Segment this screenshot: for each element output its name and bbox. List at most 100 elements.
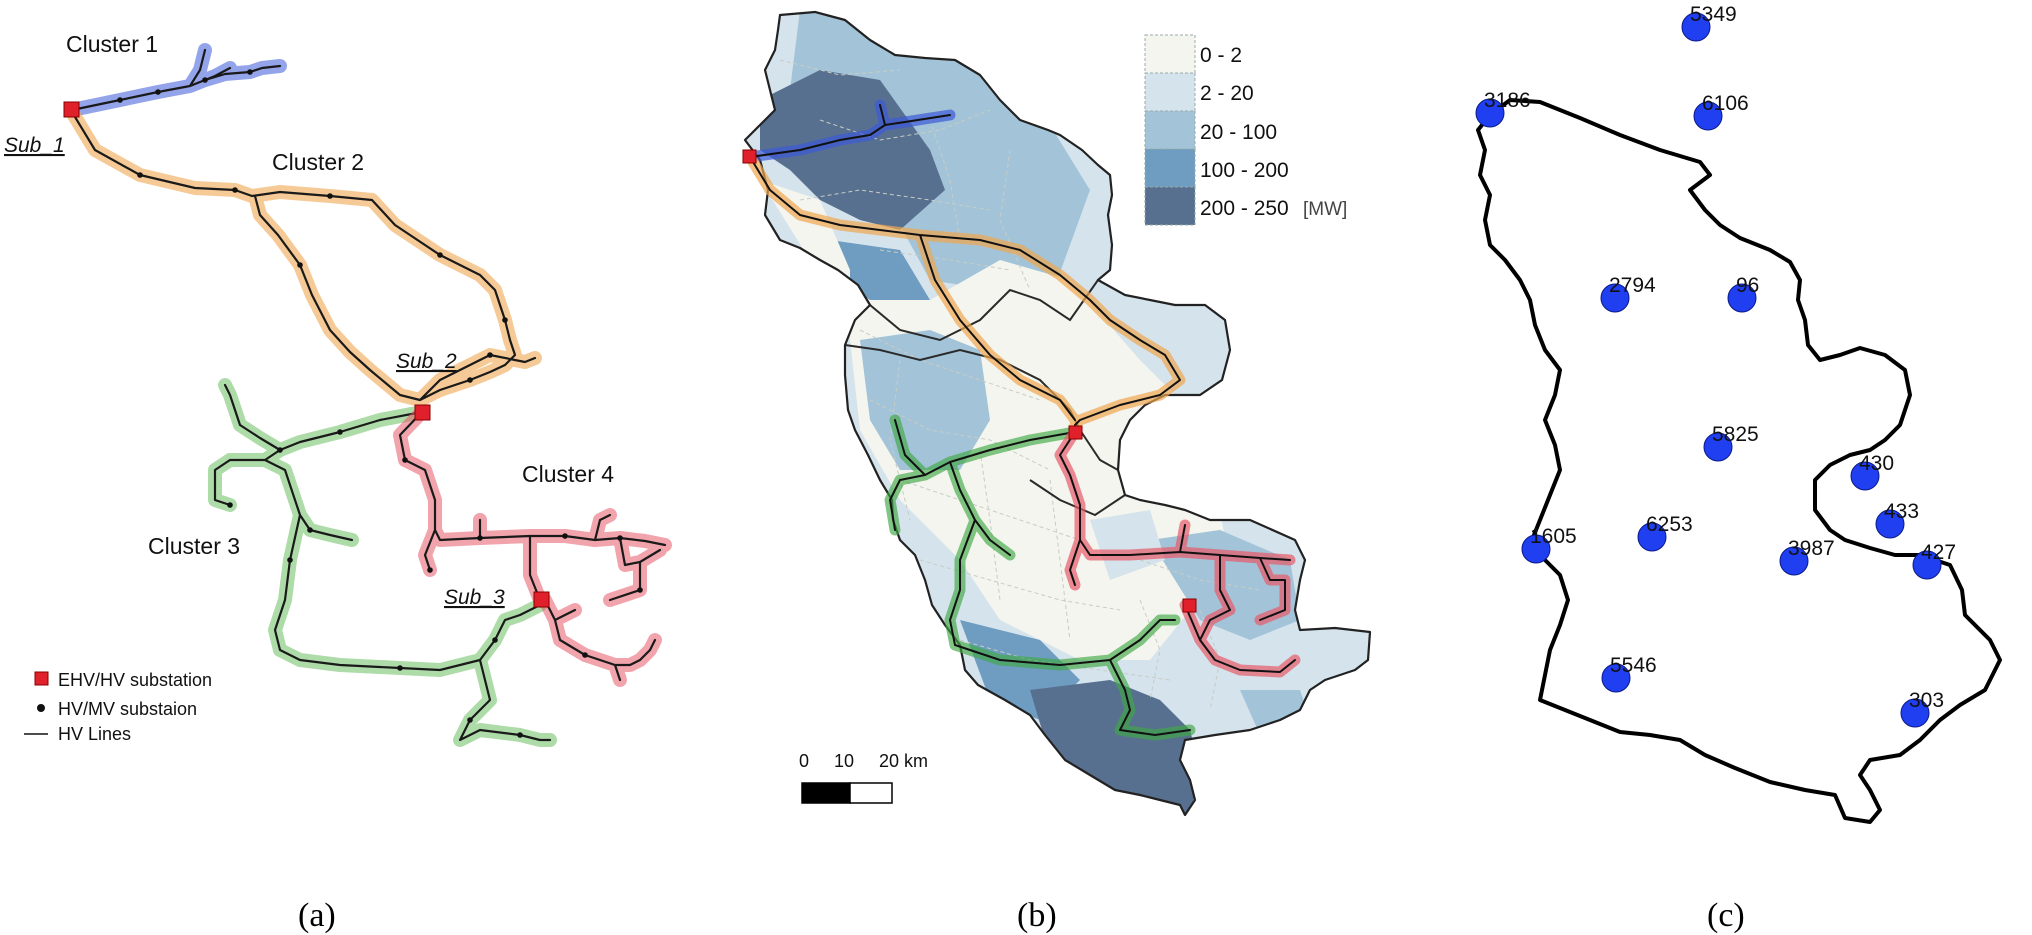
- map-substation-1: [742, 149, 757, 164]
- hvmv-dot: [307, 527, 313, 533]
- panel-a-network-clusters: Cluster 1 Cluster 2 Cluster 3 Cluster 4 …: [4, 31, 672, 934]
- point-label: 2794: [1609, 274, 1656, 297]
- scale-tick-0: 0: [799, 751, 809, 771]
- load-fill-20-100: [860, 330, 990, 470]
- hvmv-dot: [467, 377, 473, 383]
- point-label: 96: [1736, 274, 1759, 297]
- point-marker: [1693, 101, 1723, 131]
- hvmv-dot: [402, 457, 408, 463]
- legend-swatch-20-100: [1144, 110, 1196, 150]
- hvmv-dot: [137, 172, 143, 178]
- map-substation-3: [1182, 598, 1197, 613]
- legend-swatch-0-2: [1144, 34, 1196, 74]
- hvmv-dot: [492, 637, 498, 643]
- legend-bin-2-20: 2 - 20: [1200, 82, 1254, 105]
- load-fill-200-250: [1030, 680, 1200, 815]
- scale-tick-20km: 20 km: [879, 751, 928, 771]
- legend-ehv-label: EHV/HV substation: [58, 670, 212, 690]
- point-label: 433: [1884, 500, 1919, 523]
- cluster-1-halo: [65, 43, 287, 117]
- legend-hvmv-label: HV/MV substaion: [58, 699, 197, 719]
- point-label: 6253: [1646, 513, 1693, 536]
- cluster-1-label: Cluster 1: [66, 31, 158, 57]
- legend-ehv-swatch: [34, 671, 49, 686]
- substation-2-label: Sub_2: [396, 350, 457, 373]
- substation-1-label: Sub_1: [4, 134, 65, 157]
- substation-3-label: Sub_3: [444, 586, 505, 609]
- legend-unit: [MW]: [1303, 199, 1347, 220]
- point-marker: [1600, 283, 1630, 313]
- substation-2-marker: [414, 404, 431, 421]
- cluster-3-halo: [208, 378, 557, 747]
- point-marker: [1900, 698, 1930, 728]
- cluster-1-network: [65, 43, 287, 117]
- region-outline: [743, 10, 1372, 817]
- legend-bin-0-2: 0 - 2: [1200, 44, 1242, 67]
- cluster-4-network: [393, 405, 672, 687]
- point-label: 3987: [1788, 537, 1835, 560]
- point-marker: [1875, 509, 1905, 539]
- legend-bin-200-250: 200 - 250: [1200, 197, 1289, 220]
- cluster-4-halo: [393, 405, 672, 687]
- point-label: 6106: [1702, 92, 1749, 115]
- hvmv-dot: [467, 717, 473, 723]
- hvmv-dot: [477, 535, 483, 541]
- scale-bar: 0 10 20 km: [799, 751, 928, 804]
- point-markers: 5349 3186 6106 2794 96 5825 430 433 1605 6253 3987…: [1475, 3, 1956, 728]
- map-cluster-1-line: [749, 104, 951, 158]
- point-label: 1605: [1530, 525, 1577, 548]
- hvmv-dot: [287, 557, 293, 563]
- cluster-2-label: Cluster 2: [272, 149, 364, 175]
- legend-swatch-100-200: [1144, 148, 1196, 188]
- map-network-overlay: [742, 99, 1301, 741]
- point-marker: [1727, 283, 1757, 313]
- hvmv-dot: [487, 352, 493, 358]
- point-marker: [1703, 432, 1733, 462]
- legend-lines-label: HV Lines: [58, 724, 131, 744]
- point-marker: [1601, 663, 1631, 693]
- cluster-4-lines: [398, 410, 667, 682]
- hvmv-dot: [297, 262, 303, 268]
- hvmv-dot: [232, 187, 238, 193]
- scale-tick-10: 10: [834, 751, 854, 771]
- legend-swatch-2-20: [1144, 72, 1196, 112]
- panel-b-load-map: 0 - 2 2 - 20 20 - 100 100 - 200 200 - 25…: [742, 10, 1372, 934]
- hvmv-dot: [582, 652, 588, 658]
- point-marker: [1779, 546, 1809, 576]
- legend-bin-20-100: 20 - 100: [1200, 121, 1277, 144]
- cluster-3-network: [208, 378, 557, 747]
- load-fill-200-250: [760, 70, 945, 230]
- point-marker: [1637, 522, 1667, 552]
- load-fill-2-20: [1090, 510, 1165, 580]
- hvmv-dot: [247, 69, 253, 75]
- hvmv-dot: [117, 97, 123, 103]
- choropleth-base: [745, 12, 1370, 815]
- point-marker: [1521, 534, 1551, 564]
- map-cluster-3-line: [889, 419, 1191, 736]
- cluster-3-label: Cluster 3: [148, 533, 240, 559]
- load-legend: 0 - 2 2 - 20 20 - 100 100 - 200 200 - 25…: [1144, 34, 1347, 226]
- substation-1-marker: [63, 101, 80, 118]
- hvmv-substation-dots: [117, 69, 643, 738]
- hvmv-dot: [502, 317, 508, 323]
- substation-3-marker: [533, 591, 550, 608]
- subregion-borders: [844, 279, 1126, 517]
- scale-bar-black: [801, 782, 851, 804]
- hvmv-dot: [437, 252, 443, 258]
- point-marker: [1912, 550, 1942, 580]
- point-label: 303: [1909, 689, 1944, 712]
- panel-c-caption: (c): [1707, 897, 1745, 934]
- hvmv-dot: [337, 429, 343, 435]
- hvmv-dot: [617, 535, 623, 541]
- point-marker: [1681, 12, 1711, 42]
- map-cluster-4-line: [1059, 431, 1296, 673]
- hvmv-dot: [155, 89, 161, 95]
- point-marker: [1850, 461, 1880, 491]
- map-cluster-2-line: [749, 156, 1181, 426]
- legend-swatch-200-250: [1144, 186, 1196, 226]
- panel-a-caption: (a): [298, 897, 336, 934]
- legend-bin-100-200: 100 - 200: [1200, 159, 1289, 182]
- point-label: 427: [1921, 541, 1956, 564]
- point-label: 430: [1859, 452, 1894, 475]
